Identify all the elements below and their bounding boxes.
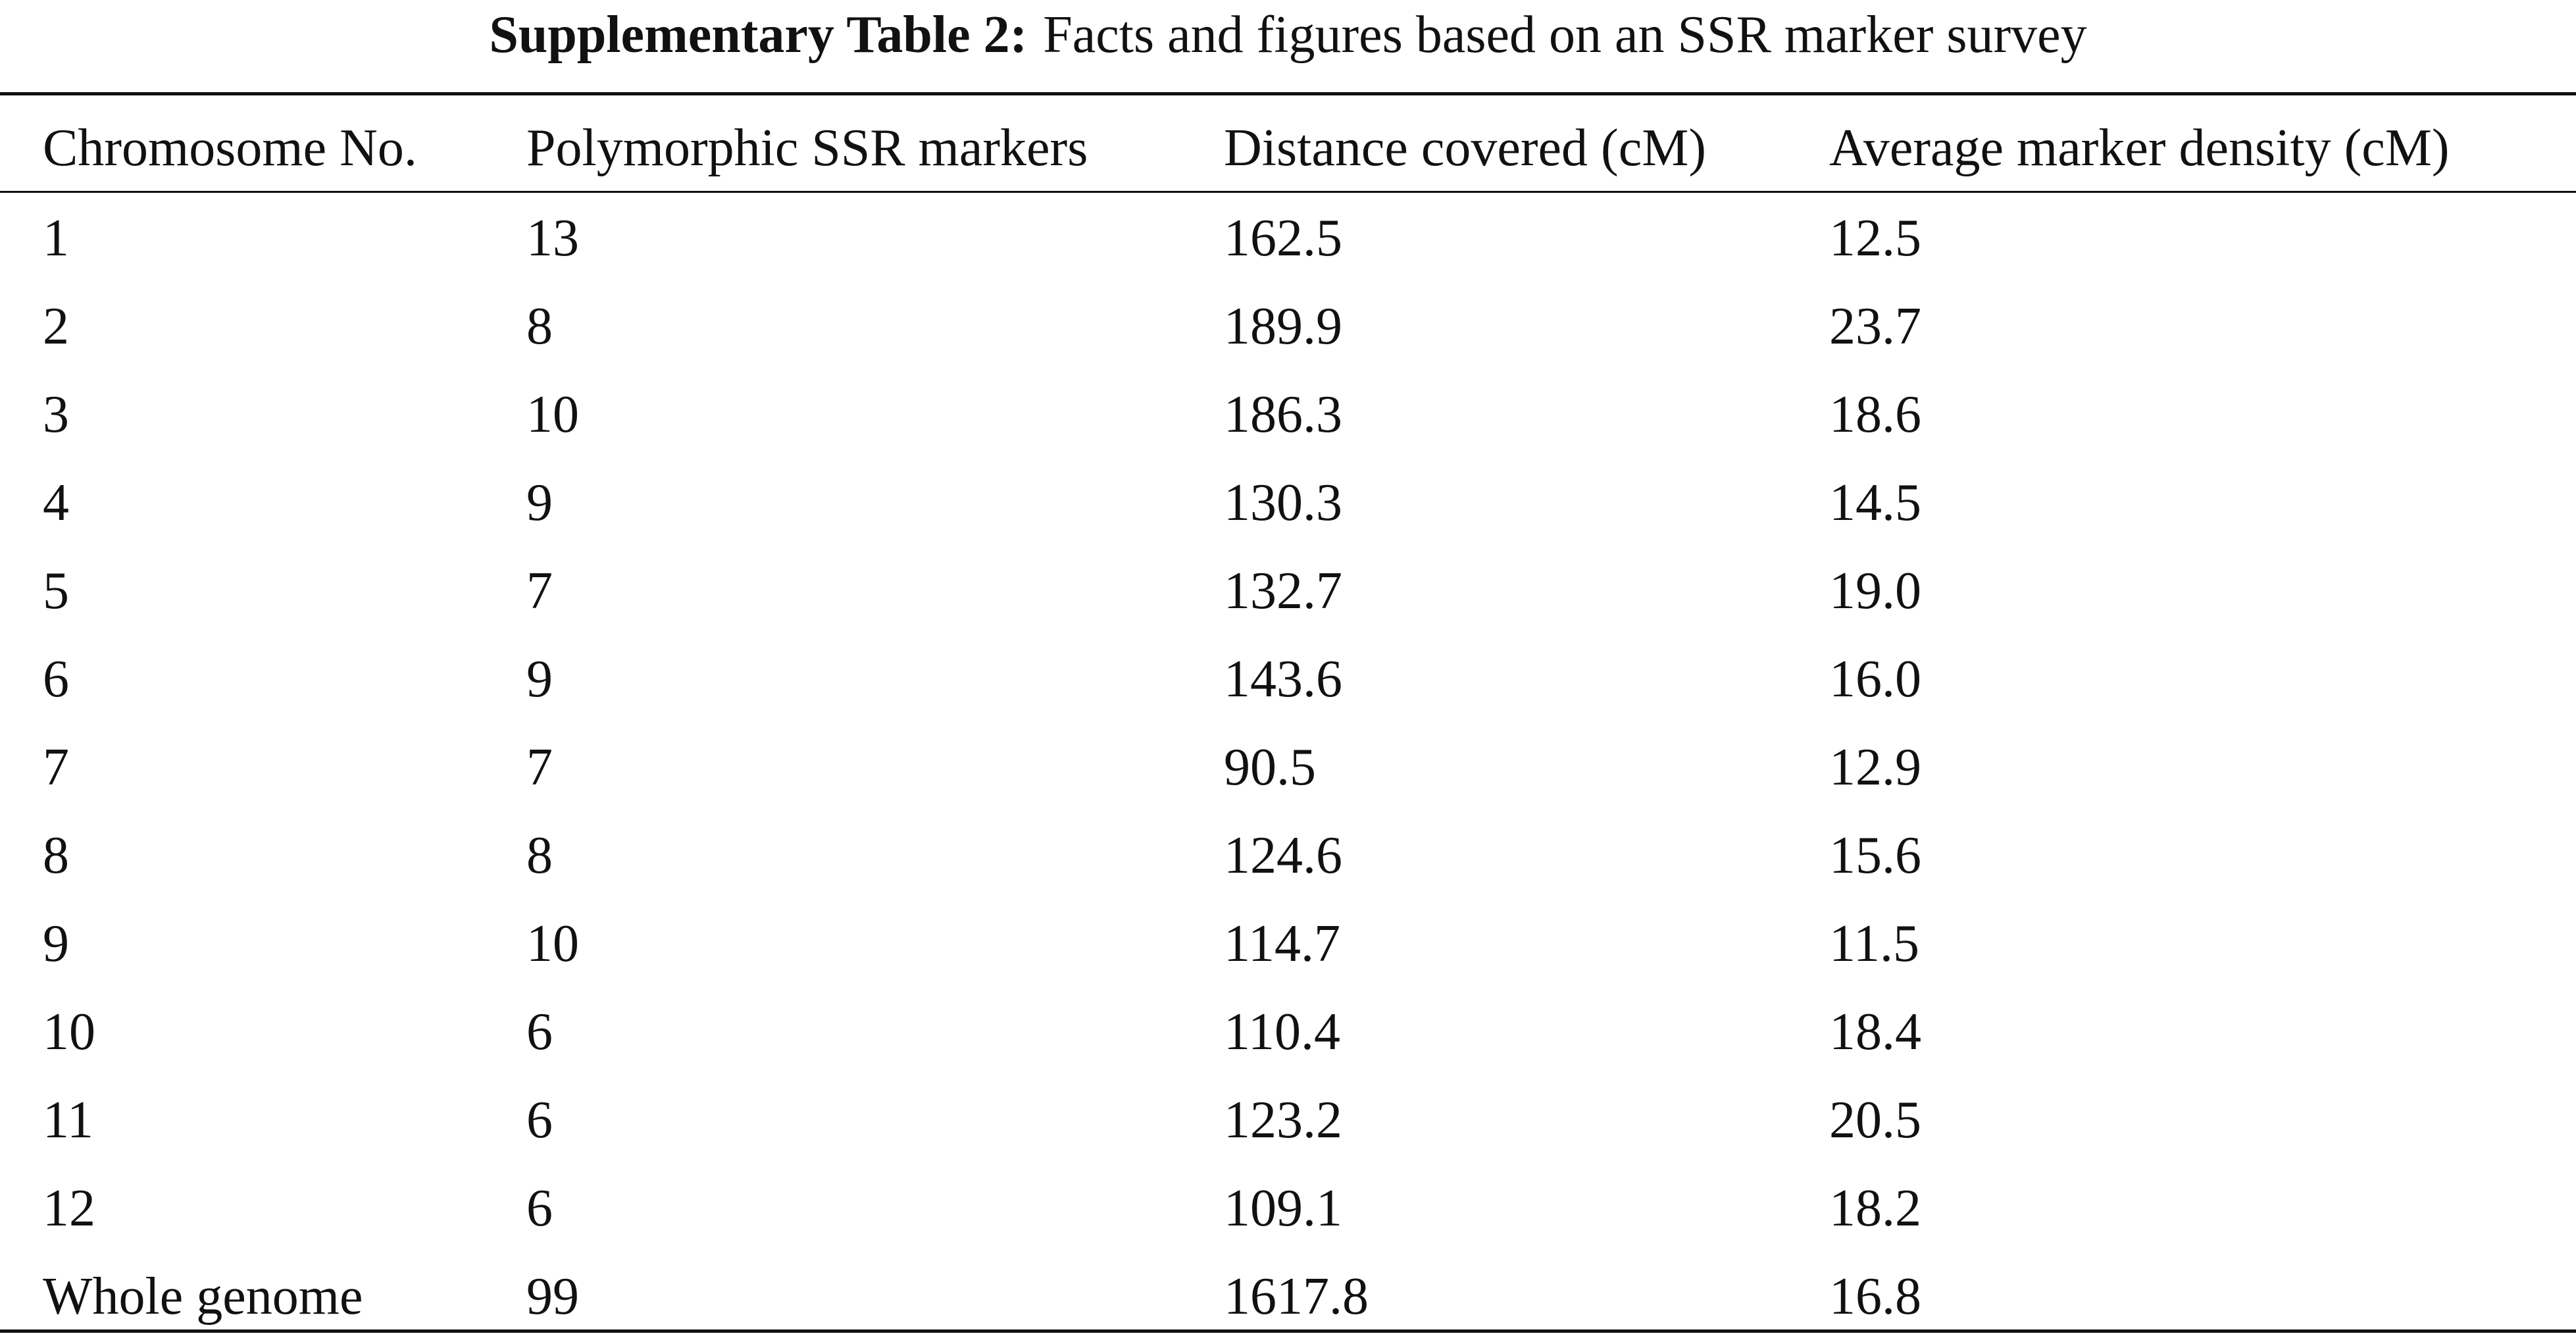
title-text: Facts and figures based on an SSR marker… bbox=[1043, 6, 2087, 64]
table-cell: 13 bbox=[526, 209, 579, 267]
table-cell: 11.5 bbox=[1829, 915, 1920, 973]
table-title: Supplementary Table 2: Facts and figures … bbox=[0, 5, 2576, 64]
table-cell: 18.6 bbox=[1829, 386, 1921, 444]
table-cell: 186.3 bbox=[1224, 386, 1342, 444]
table-cell: 8 bbox=[526, 827, 553, 885]
table-cell: 16.0 bbox=[1829, 650, 1921, 708]
table-cell: 6 bbox=[526, 1179, 553, 1237]
table-cell: 1617.8 bbox=[1224, 1268, 1369, 1326]
table-cell: 1 bbox=[43, 209, 69, 267]
header-cell: Distance covered (cM) bbox=[1224, 119, 1706, 177]
table-cell: 15.6 bbox=[1829, 827, 1921, 885]
header-cell: Polymorphic SSR markers bbox=[526, 119, 1088, 177]
table-cell: 11 bbox=[43, 1091, 94, 1149]
table-cell: 6 bbox=[526, 1091, 553, 1149]
table-cell: 10 bbox=[43, 1003, 95, 1061]
title-label: Supplementary Table 2: bbox=[489, 6, 1028, 64]
table-cell: 143.6 bbox=[1224, 650, 1342, 708]
table-cell: 9 bbox=[526, 474, 553, 532]
table-cell: 6 bbox=[526, 1003, 553, 1061]
header-cell: Chromosome No. bbox=[43, 119, 417, 177]
top-rule bbox=[0, 92, 2576, 95]
table-cell: 2 bbox=[43, 297, 69, 355]
table-cell: 9 bbox=[43, 915, 69, 973]
table-cell: 130.3 bbox=[1224, 474, 1342, 532]
table-cell: 16.8 bbox=[1829, 1268, 1921, 1326]
table-cell: 19.0 bbox=[1829, 562, 1921, 620]
header-cell: Average marker density (cM) bbox=[1829, 119, 2450, 177]
table-cell: 10 bbox=[526, 915, 579, 973]
table-cell: 12.5 bbox=[1829, 209, 1921, 267]
table-cell: 12 bbox=[43, 1179, 95, 1237]
table-cell: 23.7 bbox=[1829, 297, 1921, 355]
table-cell: 9 bbox=[526, 650, 553, 708]
table-cell: 7 bbox=[526, 562, 553, 620]
table-cell: 132.7 bbox=[1224, 562, 1342, 620]
table-cell: 110.4 bbox=[1224, 1003, 1341, 1061]
table-cell: 7 bbox=[43, 738, 69, 796]
table-cell: 10 bbox=[526, 386, 579, 444]
table-cell: 18.2 bbox=[1829, 1179, 1921, 1237]
table-cell: 5 bbox=[43, 562, 69, 620]
bottom-rule bbox=[0, 1329, 2576, 1333]
table-cell: 8 bbox=[43, 827, 69, 885]
table-cell: 124.6 bbox=[1224, 827, 1342, 885]
table-cell: 8 bbox=[526, 297, 553, 355]
table-cell: 109.1 bbox=[1224, 1179, 1342, 1237]
table-cell: 18.4 bbox=[1829, 1003, 1921, 1061]
table-cell: 7 bbox=[526, 738, 553, 796]
table-cell: 6 bbox=[43, 650, 69, 708]
table-cell: 14.5 bbox=[1829, 474, 1921, 532]
table-cell: 99 bbox=[526, 1268, 579, 1326]
table-cell: 114.7 bbox=[1224, 915, 1341, 973]
table-cell: 20.5 bbox=[1829, 1091, 1921, 1149]
table-cell: 189.9 bbox=[1224, 297, 1342, 355]
table-cell: 90.5 bbox=[1224, 738, 1316, 796]
table-cell: 123.2 bbox=[1224, 1091, 1342, 1149]
table-cell: 3 bbox=[43, 386, 69, 444]
table-cell: 4 bbox=[43, 474, 69, 532]
table-cell: 162.5 bbox=[1224, 209, 1342, 267]
header-rule bbox=[0, 191, 2576, 193]
table-cell: 12.9 bbox=[1829, 738, 1921, 796]
table-cell: Whole genome bbox=[43, 1268, 363, 1326]
